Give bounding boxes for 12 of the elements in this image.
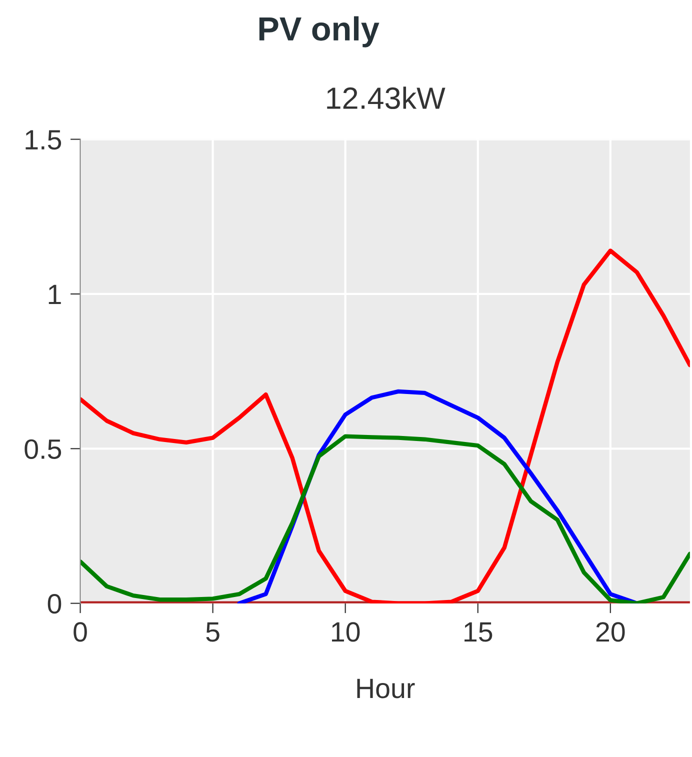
x-tick-label: 10 [332,622,360,642]
y-tick-label: 1.5 [26,130,62,150]
x-tick-label: 20 [596,622,625,642]
y-tick-label: 1 [48,284,61,304]
chart-title: PV only [259,16,380,48]
x-tick-label: 15 [464,622,492,642]
chart-subtitle: 12.43kW [327,86,446,110]
y-tick-label: 0 [48,594,62,614]
y-tick-label: 0.5 [24,439,62,459]
x-axis-title: Hour [357,678,415,698]
x-tick-label: 5 [206,622,220,642]
x-tick-label: 0 [74,622,87,642]
